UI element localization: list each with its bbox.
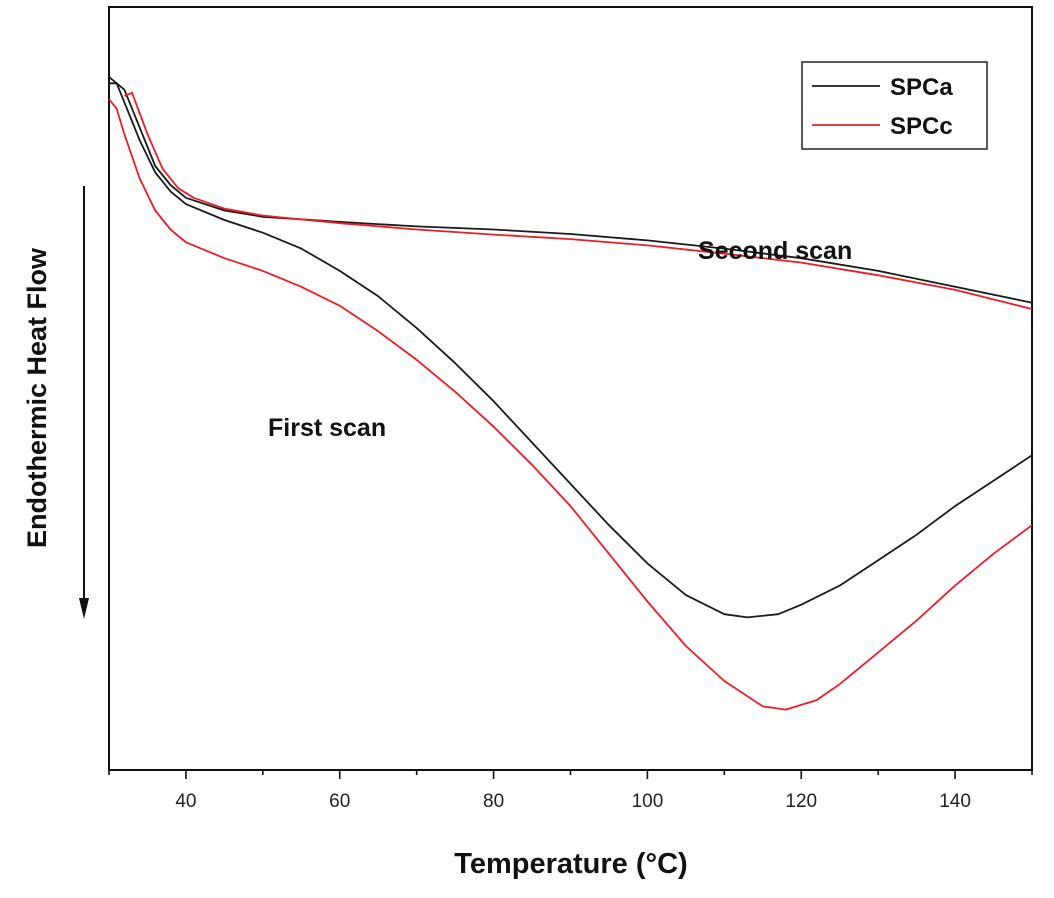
annotation-first-scan: First scan: [268, 414, 386, 442]
series-line-spcc-second-scan: [124, 91, 1033, 310]
series-line-spca-first-scan: [109, 82, 1033, 619]
series-line-spcc-first-scan: [108, 98, 1033, 711]
series-line-spca-second-scan: [108, 76, 1033, 304]
x-axis-title: Temperature (°C): [454, 848, 687, 880]
x-tick-label: 140: [939, 791, 971, 812]
x-tick-label: 100: [632, 791, 664, 812]
legend-label-spcc: SPCc: [890, 113, 953, 140]
legend-box: [801, 61, 988, 150]
annotation-second-scan: Second scan: [698, 237, 852, 265]
x-tick-label: 60: [329, 791, 350, 812]
legend-label-spca: SPCa: [890, 74, 953, 101]
y-direction-arrow: [79, 186, 89, 619]
series-lines: [108, 76, 1033, 711]
y-arrow-head: [79, 598, 89, 619]
x-tick-label: 80: [483, 791, 504, 812]
legend: SPCa SPCc: [801, 61, 988, 150]
y-axis-title: Endothermic Heat Flow: [22, 247, 52, 548]
x-tick-label: 120: [785, 791, 817, 812]
x-axis-ticks: 40 60 80 100 120 140: [108, 770, 1033, 812]
x-tick-label: 40: [175, 791, 196, 812]
